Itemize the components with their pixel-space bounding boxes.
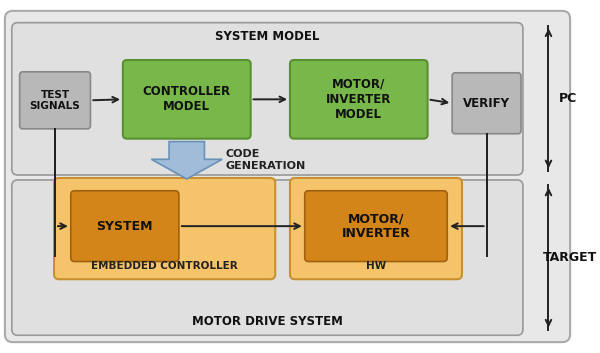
Text: TARGET: TARGET xyxy=(543,251,597,264)
Text: MOTOR DRIVE SYSTEM: MOTOR DRIVE SYSTEM xyxy=(192,315,343,328)
FancyBboxPatch shape xyxy=(20,72,91,129)
Text: TEST
SIGNALS: TEST SIGNALS xyxy=(29,90,80,111)
FancyBboxPatch shape xyxy=(54,178,275,279)
Text: MOTOR/
INVERTER
MODEL: MOTOR/ INVERTER MODEL xyxy=(326,78,391,121)
Text: CONTROLLER
MODEL: CONTROLLER MODEL xyxy=(143,85,231,113)
Text: HW: HW xyxy=(366,261,386,271)
FancyBboxPatch shape xyxy=(305,191,447,262)
FancyBboxPatch shape xyxy=(452,73,521,134)
Text: CODE
GENERATION: CODE GENERATION xyxy=(225,149,305,171)
Text: SYSTEM: SYSTEM xyxy=(97,220,153,233)
Text: VERIFY: VERIFY xyxy=(463,97,510,110)
Text: PC: PC xyxy=(559,92,577,105)
FancyBboxPatch shape xyxy=(290,60,428,139)
Text: EMBEDDED CONTROLLER: EMBEDDED CONTROLLER xyxy=(91,261,238,271)
Text: MOTOR/
INVERTER: MOTOR/ INVERTER xyxy=(341,212,410,240)
Text: SYSTEM MODEL: SYSTEM MODEL xyxy=(215,30,320,43)
FancyBboxPatch shape xyxy=(12,23,523,175)
FancyBboxPatch shape xyxy=(123,60,251,139)
FancyBboxPatch shape xyxy=(5,11,570,342)
FancyBboxPatch shape xyxy=(290,178,462,279)
Polygon shape xyxy=(151,142,222,179)
FancyBboxPatch shape xyxy=(12,180,523,335)
FancyBboxPatch shape xyxy=(71,191,179,262)
